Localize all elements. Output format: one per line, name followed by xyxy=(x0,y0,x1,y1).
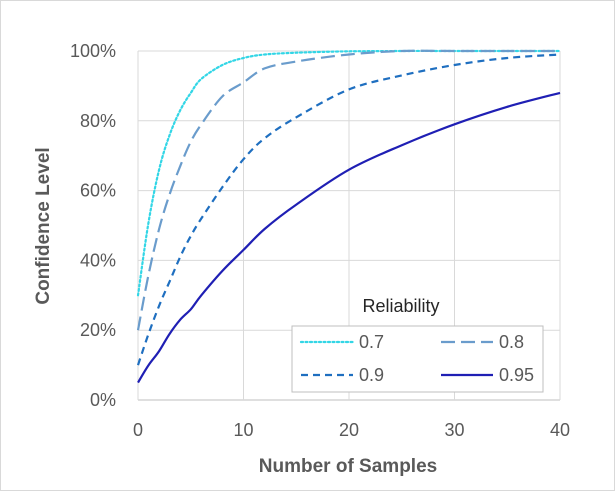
y-tick-label: 0% xyxy=(90,390,116,410)
legend-entries: 0.7 0.8 0.9 0.95 xyxy=(299,332,534,385)
x-axis-title: Number of Samples xyxy=(259,456,437,477)
y-tick-label: 60% xyxy=(80,181,116,201)
x-tick-label: 20 xyxy=(339,420,359,440)
legend: Reliability 0.7 0.8 0.9 0.95 xyxy=(291,296,544,393)
y-tick-label: 40% xyxy=(80,250,116,270)
y-axis-title: Confidence Level xyxy=(33,147,54,304)
series-lines xyxy=(136,49,562,384)
x-tick-labels: 0 10 20 30 40 xyxy=(133,420,570,440)
x-tick-label: 10 xyxy=(233,420,253,440)
y-tick-label: 20% xyxy=(80,320,116,340)
y-tick-labels: 0% 20% 40% 60% 80% 100% xyxy=(70,41,116,410)
series-line-0.9 xyxy=(136,53,561,366)
legend-label-0.8: 0.8 xyxy=(499,332,524,352)
x-tick-label: 0 xyxy=(133,420,143,440)
series-line-0.8 xyxy=(136,49,560,331)
series-line-0.95 xyxy=(137,91,561,384)
legend-title: Reliability xyxy=(362,296,439,316)
y-tick-label: 100% xyxy=(70,41,116,61)
legend-box xyxy=(291,325,544,393)
legend-label-0.95: 0.95 xyxy=(499,365,534,385)
legend-label-0.9: 0.9 xyxy=(359,365,384,385)
x-tick-label: 40 xyxy=(550,420,570,440)
legend-label-0.7: 0.7 xyxy=(359,332,384,352)
y-tick-label: 80% xyxy=(80,111,116,131)
x-tick-label: 30 xyxy=(444,420,464,440)
